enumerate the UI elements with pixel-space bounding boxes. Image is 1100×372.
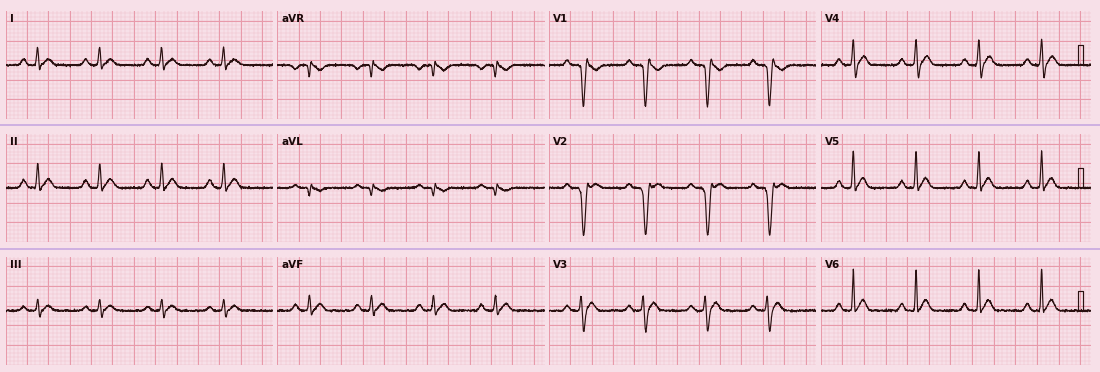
Text: V5: V5 — [825, 137, 840, 147]
Text: V3: V3 — [553, 260, 569, 270]
Text: aVF: aVF — [282, 260, 304, 270]
Text: V6: V6 — [825, 260, 840, 270]
Text: V2: V2 — [553, 137, 569, 147]
Text: aVL: aVL — [282, 137, 303, 147]
Text: V4: V4 — [825, 15, 840, 25]
Text: II: II — [10, 137, 18, 147]
Text: I: I — [10, 15, 13, 25]
Text: aVR: aVR — [282, 15, 305, 25]
Text: III: III — [10, 260, 21, 270]
Text: V1: V1 — [553, 15, 569, 25]
